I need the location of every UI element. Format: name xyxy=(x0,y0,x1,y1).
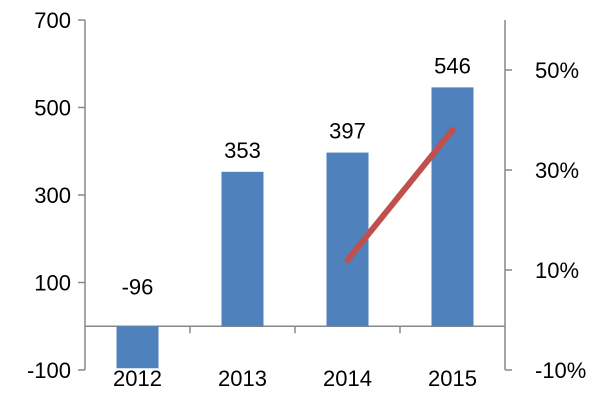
y-tick-label: 100 xyxy=(34,271,71,296)
y-tick-label: 500 xyxy=(34,96,71,121)
series-line xyxy=(344,127,456,263)
x-tick-label: 2013 xyxy=(218,366,267,391)
y-tick-label: 700 xyxy=(34,8,71,33)
bar xyxy=(431,87,474,327)
line-series xyxy=(344,127,456,263)
labels: -100 100 300 500 700 -10% 10% 30% 50% 2012 2013 201… xyxy=(27,8,586,391)
x-tick-label: 2014 xyxy=(323,366,372,391)
x-tick-label: 2012 xyxy=(113,366,162,391)
y2-tick-label: 10% xyxy=(535,258,579,283)
bar xyxy=(221,171,264,327)
y2-tick-label: 50% xyxy=(535,58,579,83)
y-tick-label: 300 xyxy=(34,183,71,208)
bar xyxy=(116,326,159,369)
y2-tick-label: -10% xyxy=(535,358,586,383)
data-label: 546 xyxy=(434,53,471,78)
data-label: 397 xyxy=(329,119,366,144)
y2-tick-label: 30% xyxy=(535,158,579,183)
data-label: 353 xyxy=(224,138,261,163)
y-tick-label: -100 xyxy=(27,358,71,383)
data-label: -96 xyxy=(122,274,154,299)
bar-series xyxy=(116,87,474,369)
x-tick-label: 2015 xyxy=(428,366,477,391)
